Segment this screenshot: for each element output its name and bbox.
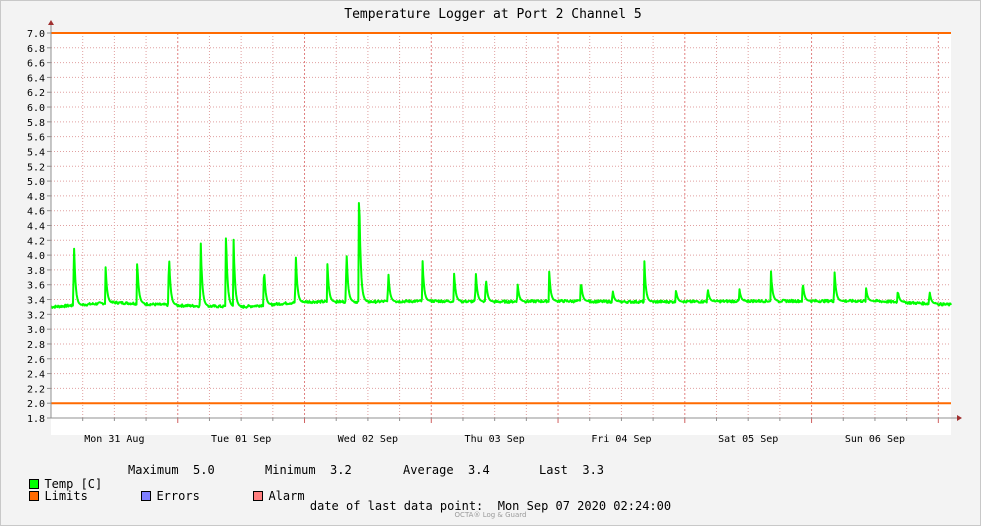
y-tick-label: 6.0 bbox=[27, 103, 45, 114]
stat-last: Last 3.3 bbox=[539, 463, 605, 477]
x-axis-arrow-icon bbox=[957, 415, 962, 421]
x-day-label: Fri 04 Sep bbox=[591, 434, 651, 445]
errors-swatch-icon bbox=[141, 490, 152, 501]
y-tick-label: 2.4 bbox=[27, 370, 45, 381]
y-tick-label: 5.6 bbox=[27, 133, 45, 144]
legend-limits: Limits bbox=[15, 475, 88, 503]
y-tick-label: 5.2 bbox=[27, 162, 45, 173]
y-tick-label: 3.8 bbox=[27, 266, 45, 277]
y-tick-label: 2.8 bbox=[27, 340, 45, 351]
legend-alarm-label: Alarm bbox=[268, 489, 305, 503]
y-tick-label: 5.0 bbox=[27, 177, 45, 188]
y-tick-label: 5.4 bbox=[27, 147, 45, 158]
legend-limits-label: Limits bbox=[44, 489, 88, 503]
chart-title: Temperature Logger at Port 2 Channel 5 bbox=[344, 7, 641, 22]
y-tick-label: 2.0 bbox=[27, 399, 45, 410]
y-tick-label: 4.8 bbox=[27, 192, 45, 203]
watermark: OCTA® Log & Guard bbox=[454, 511, 527, 519]
series-temp-line bbox=[50, 202, 952, 309]
plot-area bbox=[51, 33, 951, 435]
stat-maximum: Maximum 5.0 bbox=[128, 463, 215, 477]
y-tick-label: 1.8 bbox=[27, 414, 45, 425]
y-tick-label: 3.6 bbox=[27, 281, 45, 292]
y-tick-label: 6.4 bbox=[27, 73, 45, 84]
x-day-label: Sat 05 Sep bbox=[718, 434, 778, 445]
y-tick-label: 4.6 bbox=[27, 207, 45, 218]
legend-errors-label: Errors bbox=[156, 489, 200, 503]
stat-minimum: Minimum 3.2 bbox=[265, 463, 352, 477]
x-day-label: Tue 01 Sep bbox=[211, 434, 271, 445]
y-tick-label: 3.0 bbox=[27, 325, 45, 336]
temp-swatch-icon bbox=[29, 478, 40, 489]
legend-temp: Temp [C] bbox=[15, 463, 102, 491]
y-tick-label: 7.0 bbox=[27, 29, 45, 40]
last-data-point: date of last data point: Mon Sep 07 2020… bbox=[309, 499, 672, 513]
y-tick-label: 3.2 bbox=[27, 310, 45, 321]
x-day-label: Wed 02 Sep bbox=[338, 434, 398, 445]
legend-errors: Errors bbox=[127, 475, 200, 503]
y-tick-label: 4.0 bbox=[27, 251, 45, 262]
y-tick-label: 6.8 bbox=[27, 44, 45, 55]
limits-swatch-icon bbox=[29, 490, 40, 501]
x-day-label: Sun 06 Sep bbox=[845, 434, 905, 445]
y-tick-label: 2.2 bbox=[27, 384, 45, 395]
y-tick-label: 4.4 bbox=[27, 222, 45, 233]
legend-alarm: Alarm bbox=[239, 475, 305, 503]
legend-temp-label: Temp [C] bbox=[44, 477, 103, 491]
stat-average: Average 3.4 bbox=[403, 463, 490, 477]
y-tick-label: 2.6 bbox=[27, 355, 45, 366]
alarm-swatch-icon bbox=[253, 490, 264, 501]
y-tick-label: 6.2 bbox=[27, 88, 45, 99]
y-tick-label: 5.8 bbox=[27, 118, 45, 129]
y-tick-label: 6.6 bbox=[27, 59, 45, 70]
y-tick-label: 4.2 bbox=[27, 236, 45, 247]
x-day-label: Thu 03 Sep bbox=[465, 434, 525, 445]
y-tick-label: 3.4 bbox=[27, 296, 45, 307]
x-day-label: Mon 31 Aug bbox=[84, 434, 144, 445]
y-axis-arrow-icon bbox=[48, 20, 54, 25]
